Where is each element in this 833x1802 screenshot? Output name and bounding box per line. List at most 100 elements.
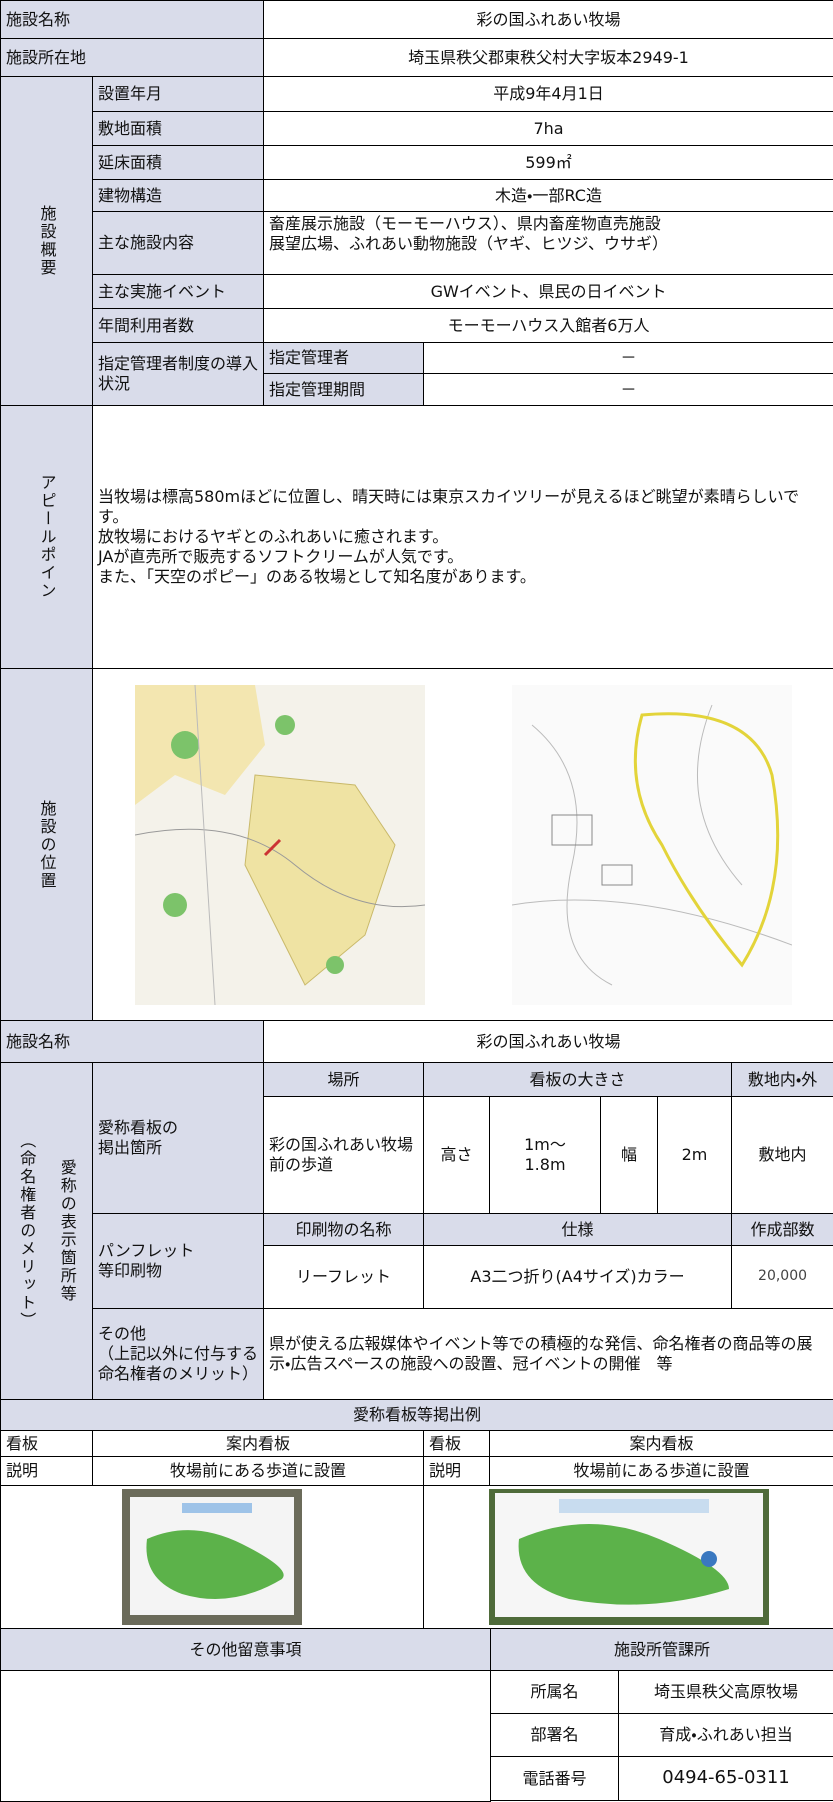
cell: 所属名 xyxy=(491,1671,619,1714)
cell: 施設名称 xyxy=(1,1,264,39)
row: 愛称看板等掲出例 xyxy=(1,1400,833,1431)
cell: モーモーハウス入館者6万人 xyxy=(264,309,833,343)
text: 指定管理者制度の導入状況 xyxy=(98,354,258,393)
naming-table: 施設名称彩の国ふれあい牧場 愛称の表示箇所等（命名権者のメリット） 愛称看板の掲… xyxy=(0,1020,833,1400)
text: 敷地内・外 xyxy=(748,1070,817,1089)
text: 愛称看板の xyxy=(98,1118,178,1137)
text: 案内看板 xyxy=(226,1434,290,1453)
cell: 部署名 xyxy=(491,1714,619,1757)
row xyxy=(1,1486,833,1629)
text: 7ha xyxy=(533,119,563,138)
text: 主な実施イベント xyxy=(98,282,226,301)
text: 20,000 xyxy=(758,1268,807,1284)
cell: － xyxy=(424,343,833,374)
circle xyxy=(326,956,344,974)
text: その他 xyxy=(98,1324,146,1343)
text: 0494-65-0311 xyxy=(662,1767,790,1788)
cell: 指定管理者 xyxy=(264,343,424,374)
cell: 看板 xyxy=(424,1431,490,1457)
cell: 1m～1.8m xyxy=(490,1097,601,1214)
text: A3二つ折り(A4サイズ)カラー xyxy=(470,1267,684,1286)
text: その他留意事項 xyxy=(189,1640,301,1659)
text: 彩の国ふれあい牧場 xyxy=(477,10,621,29)
cell: 埼玉県秩父高原牧場 xyxy=(619,1671,833,1714)
row: 建物構造木造・一部RC造 xyxy=(1,180,833,212)
text: 所属名 xyxy=(530,1682,578,1701)
text: 掲出箇所 xyxy=(98,1138,162,1157)
text: 埼玉県秩父郡東秩父村大字坂本2949-1 xyxy=(408,48,689,67)
row: アピールポイン当牧場は標高580mほどに位置し、晴天時には東京スカイツリーが見え… xyxy=(1,406,833,669)
cell: 平成9年4月1日 xyxy=(264,77,833,112)
cell: 彩の国ふれあい牧場 xyxy=(264,1,833,39)
row: 敷地面積 7ha xyxy=(1,112,833,146)
row: パンフレット等印刷物 印刷物の名称仕様作成部数 xyxy=(1,1214,833,1246)
circle xyxy=(275,715,295,735)
row: 年間利用者数 モーモーハウス入館者6万人 xyxy=(1,309,833,343)
cell: 主な施設内容 xyxy=(93,212,264,275)
cell: 指定管理者制度の導入状況 xyxy=(93,343,264,406)
text: （上記以外に付与する命名権者のメリット） xyxy=(98,1344,258,1383)
text: JAが直売所で販売するソフトクリームが人気です。 xyxy=(98,547,463,566)
text: 彩の国ふれあい牧場前の歩道 xyxy=(269,1135,413,1174)
text: 1.8m xyxy=(525,1155,566,1174)
tbody: 愛称看板等掲出例 看板案内看板看板案内看板 説明牧場前にある歩道に設置説明牧場前… xyxy=(1,1400,833,1629)
text: 埼玉県秩父高原牧場 xyxy=(654,1682,798,1701)
text: 施設の位置 xyxy=(37,800,57,890)
tbody: その他留意事項施設所管課所 所属名埼玉県秩父高原牧場 部署名育成・ふれあい担当 … xyxy=(1,1629,833,1802)
site-map xyxy=(512,685,792,1005)
cell: 牧場前にある歩道に設置 xyxy=(93,1457,424,1486)
text: 等印刷物 xyxy=(98,1261,162,1280)
row: 主な施設内容畜産展示施設（モーモーハウス）、県内畜産物直売施設展望広場、ふれあい… xyxy=(1,212,833,275)
text: 施設所在地 xyxy=(6,48,86,67)
row: 愛称の表示箇所等（命名権者のメリット） 愛称看板の掲出箇所 場所看板の大きさ敷地… xyxy=(1,1063,833,1097)
cell: 当牧場は標高580mほどに位置し、晴天時には東京スカイツリーが見えるほど眺望が素… xyxy=(93,406,833,669)
cell: 幅 xyxy=(601,1097,658,1214)
cell: 案内看板 xyxy=(490,1431,833,1457)
cell: 設置年月 xyxy=(93,77,264,112)
row: 主な実施イベント GWイベント、県民の日イベント xyxy=(1,275,833,309)
text: 建物構造 xyxy=(98,186,162,205)
cell: 説明 xyxy=(1,1457,93,1486)
cell: 施設概要 xyxy=(1,77,93,406)
text: 作成部数 xyxy=(751,1220,815,1239)
tbody: 施設名称彩の国ふれあい牧場 愛称の表示箇所等（命名権者のメリット） 愛称看板の掲… xyxy=(1,1021,833,1400)
text: 敷地内 xyxy=(759,1145,807,1164)
cell: 施設名称 xyxy=(1,1021,264,1063)
text: 指定管理者 xyxy=(269,348,349,367)
row: その他（上記以外に付与する命名権者のメリット） 県が使える広報媒体やイベント等での… xyxy=(1,1309,833,1400)
examples-table: 愛称看板等掲出例 看板案内看板看板案内看板 説明牧場前にある歩道に設置説明牧場前… xyxy=(0,1399,833,1629)
cell: 愛称看板の掲出箇所 xyxy=(93,1063,264,1214)
cell: 施設の位置 xyxy=(1,669,93,1021)
cell xyxy=(1,1486,424,1629)
text: モーモーハウス入館者6万人 xyxy=(448,316,650,335)
cell: 20,000 xyxy=(732,1246,833,1309)
cell: 仕様 xyxy=(424,1214,732,1246)
cell: 599㎡ xyxy=(264,146,833,180)
cell: 説明 xyxy=(424,1457,490,1486)
overview-table: 施設名称彩の国ふれあい牧場 施設所在地埼玉県秩父郡東秩父村大字坂本2949-1 … xyxy=(0,0,833,1021)
cell: 県が使える広報媒体やイベント等での積極的な発信、命名権者の商品等の展示・広告スペ… xyxy=(264,1309,833,1400)
text: 展望広場、ふれあい動物施設（ヤギ、ヒツジ、ウサギ） xyxy=(269,234,668,253)
cell: 2m xyxy=(658,1097,732,1214)
text: 電話番号 xyxy=(522,1769,586,1788)
row: その他留意事項 施設所管課所 xyxy=(1,1629,833,1671)
text: 県が使える広報媒体やイベント等での積極的な発信、命名権者の商品等の展示・広告スペ… xyxy=(269,1334,813,1373)
text: パンフレット xyxy=(98,1241,194,1260)
rect xyxy=(559,1499,709,1513)
text: 1m～ xyxy=(524,1135,566,1154)
cell: 年間利用者数 xyxy=(93,309,264,343)
text: 敷地面積 xyxy=(98,119,162,138)
text: 平成9年4月1日 xyxy=(493,84,604,103)
cell: 7ha xyxy=(264,112,833,146)
cell: 敷地内・外 xyxy=(732,1063,833,1097)
text: GWイベント、県民の日イベント xyxy=(431,282,667,301)
cell: 建物構造 xyxy=(93,180,264,212)
cell xyxy=(424,1486,833,1629)
cell: 施設所管課所 xyxy=(491,1629,833,1671)
text: 場所 xyxy=(328,1070,360,1089)
cell: パンフレット等印刷物 xyxy=(93,1214,264,1309)
text: 育成・ふれあい担当 xyxy=(659,1725,792,1744)
